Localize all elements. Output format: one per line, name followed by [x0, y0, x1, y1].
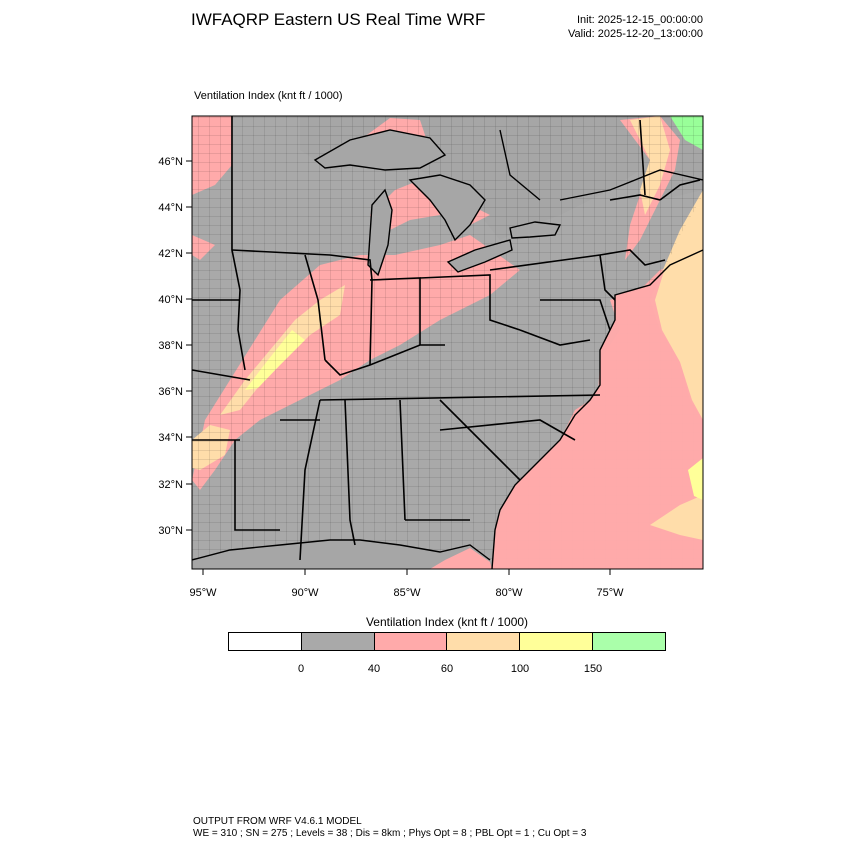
lon-label: 80°W [495, 587, 523, 599]
colorbar-label: 100 [510, 663, 530, 675]
lake-ontario [510, 222, 560, 238]
colorbar-swatch [593, 633, 665, 650]
lon-label: 95°W [189, 587, 217, 599]
lat-label: 40°N [158, 294, 183, 306]
map-subtitle: Ventilation Index (knt ft / 1000) [194, 90, 343, 102]
colorbar-swatch [520, 633, 594, 650]
atlantic-orange-south-overlay [650, 495, 703, 540]
valid-time: Valid: 2025-12-20_13:00:00 [568, 28, 703, 40]
atlantic-orange-overlay [655, 195, 703, 420]
colorbar-swatch [301, 633, 375, 650]
lon-label: 75°W [596, 587, 624, 599]
model-info-line1: OUTPUT FROM WRF V4.6.1 MODEL [193, 816, 362, 827]
lon-axis: 95°W 90°W 85°W 80°W 75°W [189, 569, 624, 599]
state-boundaries [192, 116, 701, 561]
colorbar-title: Ventilation Index (knt ft / 1000) [365, 615, 529, 629]
lon-label: 85°W [393, 587, 421, 599]
map-frame [191, 115, 704, 570]
page-title: IWFAQRP Eastern US Real Time WRF [191, 10, 486, 29]
lon-label: 90°W [291, 587, 319, 599]
lat-label: 42°N [158, 248, 183, 260]
init-time: Init: 2025-12-15_00:00:00 [577, 14, 703, 26]
colorbar [228, 632, 666, 651]
gulf-pink-overlay [430, 548, 492, 569]
lat-label: 36°N [158, 386, 183, 398]
colorbar-swatch [447, 633, 521, 650]
lake-superior [315, 130, 445, 170]
model-info-line2: WE = 310 ; SN = 275 ; Levels = 38 ; Dis … [193, 828, 587, 839]
lat-axis: 46°N 44°N 42°N 40°N 38°N 36°N 34°N 32°N … [158, 156, 192, 537]
lake-erie [448, 240, 512, 272]
lake-huron [410, 175, 485, 240]
atlantic-yellow-overlay [688, 458, 703, 500]
lat-label: 30°N [158, 525, 183, 537]
colorbar-label: 150 [583, 663, 603, 675]
lake-michigan [368, 190, 392, 275]
colorbar-swatch [374, 633, 448, 650]
atlantic-ocean [492, 250, 703, 569]
map-area [192, 116, 703, 569]
lat-label: 38°N [158, 340, 183, 352]
colorbar-label: 40 [367, 663, 381, 675]
lat-label: 44°N [158, 202, 183, 214]
colorbar-swatch [229, 633, 302, 650]
coastlines [192, 129, 703, 569]
colorbar-label: 0 [297, 663, 305, 675]
colorbar-label: 60 [440, 663, 454, 675]
gulf-of-mexico [192, 540, 492, 569]
lat-label: 32°N [158, 479, 183, 491]
lat-label: 46°N [158, 156, 183, 168]
lat-label: 34°N [158, 432, 183, 444]
